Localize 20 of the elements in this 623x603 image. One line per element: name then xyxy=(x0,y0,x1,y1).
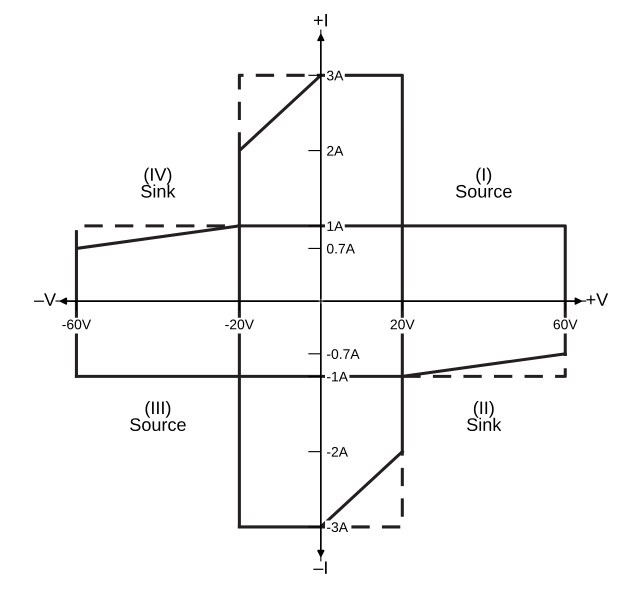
x-tick-label: -60V xyxy=(62,320,92,330)
annotation: (I) Source xyxy=(456,168,512,198)
y-tick-label: 2A xyxy=(327,146,344,156)
x-tick-label: 20V xyxy=(390,320,415,330)
y-tick-label: -3A xyxy=(327,522,348,532)
annotation: (III) Source xyxy=(130,400,186,432)
y-tick-label: -2A xyxy=(327,446,348,457)
x-tick-label: 60V xyxy=(554,320,578,330)
y-tick-label: 0.7A xyxy=(326,244,355,254)
text: –I xyxy=(313,561,327,574)
y-tick-label: 3A xyxy=(326,70,344,80)
x-tick-label: -20V xyxy=(225,320,254,330)
annotation: (II) Sink xyxy=(467,400,502,432)
y-tick-label: 1A xyxy=(327,221,344,231)
y-tick-label: -1A xyxy=(327,372,348,382)
y-axis-title: +I xyxy=(314,14,327,26)
annotation: (IV) Sink xyxy=(141,168,176,198)
x-axis-title: +V xyxy=(586,293,608,306)
y-tick-label: -0.7A xyxy=(327,349,360,359)
text: –V xyxy=(34,293,56,306)
